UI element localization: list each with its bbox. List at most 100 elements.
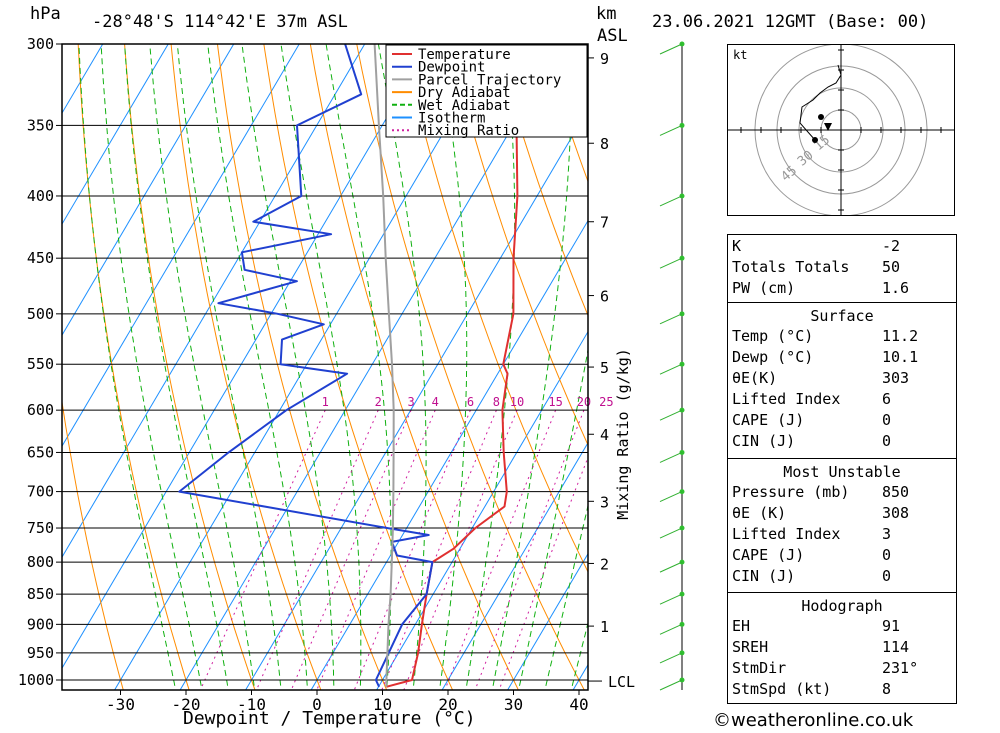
dry-adiabat-line <box>541 44 588 183</box>
index-value: 0 <box>882 410 892 429</box>
wet-adiabat-line <box>325 44 392 690</box>
index-row: Lifted Index 3 <box>728 523 956 544</box>
dry-adiabat-line <box>77 44 190 690</box>
mixing-ratio-line <box>474 410 585 690</box>
legend-label: Parcel Trajectory <box>418 72 561 88</box>
most-unstable-panel: Most Unstable Pressure (mb) 850 θE (K) 308 L… <box>727 458 957 594</box>
isotherm-line <box>441 441 588 690</box>
index-row: Lifted Index 6 <box>728 388 956 409</box>
index-value: 50 <box>882 257 901 276</box>
index-label: θE (K) <box>732 503 787 522</box>
index-value: 11.2 <box>882 326 919 345</box>
pressure-tick-label: 300 <box>27 35 54 53</box>
mixing-ratio-line <box>316 410 436 690</box>
index-label: Dewp (°C) <box>732 347 814 366</box>
index-label: StmSpd (kt) <box>732 679 832 698</box>
legend-label: Wet Adiabat <box>418 98 511 114</box>
isotherm-line <box>310 219 588 690</box>
km-tick-label: 1 <box>600 618 609 636</box>
legend-label: Isotherm <box>418 111 485 127</box>
x-tick-label: -30 <box>106 695 135 714</box>
legend-label: Mixing Ratio <box>418 123 519 139</box>
wind-barb <box>659 561 683 573</box>
pressure-tick-label: 850 <box>27 585 54 603</box>
index-label: PW (cm) <box>732 278 796 297</box>
index-label: Pressure (mb) <box>732 482 850 501</box>
index-row: CAPE (J) 0 <box>728 544 956 565</box>
index-value: 850 <box>882 482 910 501</box>
index-label: Lifted Index <box>732 389 841 408</box>
pressure-tick-label: 650 <box>27 443 54 461</box>
wind-barb <box>659 593 683 605</box>
index-label: CAPE (J) <box>732 545 805 564</box>
wet-adiabat-line <box>149 44 256 690</box>
wind-barb <box>659 363 683 375</box>
mixing-ratio-line <box>444 410 557 690</box>
mixing-ratio-label: 8 <box>493 395 500 409</box>
hodograph-ring-label: 15 <box>811 133 833 155</box>
wet-adiabat-line <box>280 44 362 690</box>
wind-barb <box>659 257 683 269</box>
wind-barb <box>659 409 683 421</box>
index-row: CAPE (J) 0 <box>728 409 956 430</box>
mixing-ratio-line <box>381 410 497 690</box>
x-tick-label: -20 <box>172 695 201 714</box>
index-value: 8 <box>882 679 892 698</box>
hodograph-ring-label: 45 <box>778 163 800 185</box>
wet-adiabat-line <box>100 44 203 690</box>
index-row: CIN (J) 0 <box>728 565 956 586</box>
index-value: 91 <box>882 616 901 635</box>
index-value: 303 <box>882 368 910 387</box>
dry-adiabat-line <box>124 44 256 690</box>
isotherm-line <box>62 44 169 226</box>
index-value: 0 <box>882 566 892 585</box>
hodograph-panel: kt 15 30 45 <box>727 29 955 231</box>
legend-label: Temperature <box>418 47 511 63</box>
wind-barb <box>659 623 683 635</box>
index-label: StmDir <box>732 658 787 677</box>
isotherm-line <box>62 44 366 559</box>
x-tick-label: 40 <box>569 695 588 714</box>
wet-adiabat-line <box>124 44 229 690</box>
mixing-ratio-label: 15 <box>548 395 562 409</box>
index-label: CIN (J) <box>732 566 796 585</box>
surface-title: Surface <box>810 307 874 325</box>
km-tick-label: 5 <box>600 359 609 377</box>
pressure-tick-label: 550 <box>27 355 54 373</box>
isotherm-line <box>62 44 300 448</box>
wet-adiabat-line <box>570 620 588 690</box>
index-label: SREH <box>732 637 769 656</box>
wet-adiabat-line <box>377 44 427 690</box>
index-value: 1.6 <box>882 278 910 297</box>
wind-barb <box>659 43 683 55</box>
index-row: Pressure (mb) 850 <box>728 481 956 502</box>
km-tick-label: 9 <box>600 50 609 68</box>
km-tick-label: 8 <box>600 135 609 153</box>
most-unstable-title: Most Unstable <box>783 463 901 481</box>
surface-panel: Surface Temp (°C) 11.2 Dewp (°C) 10.1 θE(K) 3… <box>727 302 957 460</box>
pressure-tick-label: 1000 <box>18 671 54 689</box>
hodograph-surface-marker <box>812 137 818 143</box>
mixing-ratio-line <box>403 410 518 690</box>
index-label: CIN (J) <box>732 431 796 450</box>
hpa-axis-title: hPa <box>30 4 61 24</box>
dry-adiabat-line <box>309 44 519 690</box>
dry-adiabat-line <box>62 398 124 690</box>
mixing-ratio-line <box>498 455 588 690</box>
legend-label: Dewpoint <box>418 60 485 76</box>
mixing-ratio-label: 25 <box>599 395 613 409</box>
index-row: Temp (°C) 11.2 <box>728 325 956 346</box>
wind-barb <box>659 451 683 463</box>
pressure-tick-label: 600 <box>27 401 54 419</box>
x-tick-label: 20 <box>438 695 457 714</box>
asl-axis-title: ASL <box>597 26 628 46</box>
index-row: CIN (J) 0 <box>728 430 956 451</box>
index-value: 10.1 <box>882 347 919 366</box>
indices-panel: K -2 Totals Totals 50 PW (cm) 1.6 <box>727 234 957 304</box>
pressure-tick-label: 700 <box>27 483 54 501</box>
pressure-tick-label: 900 <box>27 615 54 633</box>
wet-adiabat-line <box>518 347 588 690</box>
pressure-tick-label: 950 <box>27 644 54 662</box>
pressure-tick-label: 400 <box>27 187 54 205</box>
